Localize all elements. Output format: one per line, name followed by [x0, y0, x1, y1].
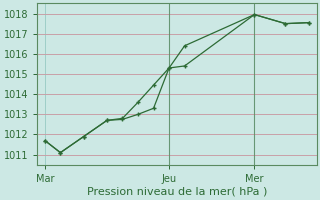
X-axis label: Pression niveau de la mer( hPa ): Pression niveau de la mer( hPa )	[87, 187, 267, 197]
